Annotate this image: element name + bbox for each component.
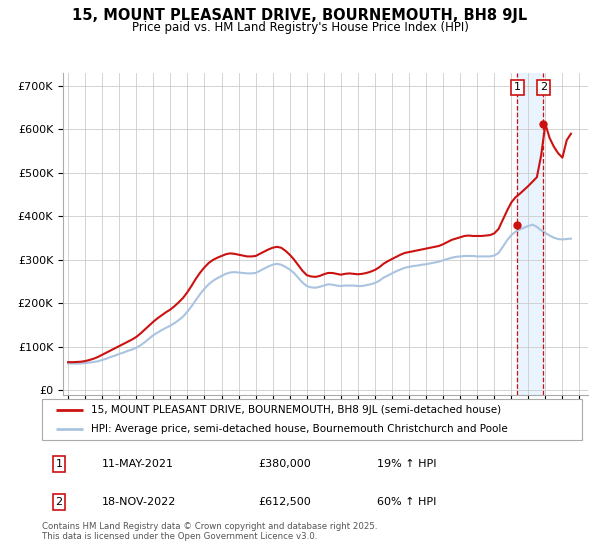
Text: 15, MOUNT PLEASANT DRIVE, BOURNEMOUTH, BH8 9JL: 15, MOUNT PLEASANT DRIVE, BOURNEMOUTH, B…	[73, 8, 527, 24]
Text: HPI: Average price, semi-detached house, Bournemouth Christchurch and Poole: HPI: Average price, semi-detached house,…	[91, 424, 508, 433]
Text: 1: 1	[56, 459, 62, 469]
Text: £380,000: £380,000	[258, 459, 311, 469]
Text: Price paid vs. HM Land Registry's House Price Index (HPI): Price paid vs. HM Land Registry's House …	[131, 21, 469, 34]
Text: 1: 1	[514, 82, 521, 92]
Text: 15, MOUNT PLEASANT DRIVE, BOURNEMOUTH, BH8 9JL (semi-detached house): 15, MOUNT PLEASANT DRIVE, BOURNEMOUTH, B…	[91, 405, 501, 415]
Text: 2: 2	[56, 497, 62, 507]
Text: £612,500: £612,500	[258, 497, 311, 507]
Text: 18-NOV-2022: 18-NOV-2022	[101, 497, 176, 507]
Text: 19% ↑ HPI: 19% ↑ HPI	[377, 459, 436, 469]
Text: 60% ↑ HPI: 60% ↑ HPI	[377, 497, 436, 507]
Text: 2: 2	[540, 82, 547, 92]
Bar	[517, 73, 544, 395]
Text: 11-MAY-2021: 11-MAY-2021	[101, 459, 173, 469]
Text: Contains HM Land Registry data © Crown copyright and database right 2025.
This d: Contains HM Land Registry data © Crown c…	[42, 522, 377, 542]
